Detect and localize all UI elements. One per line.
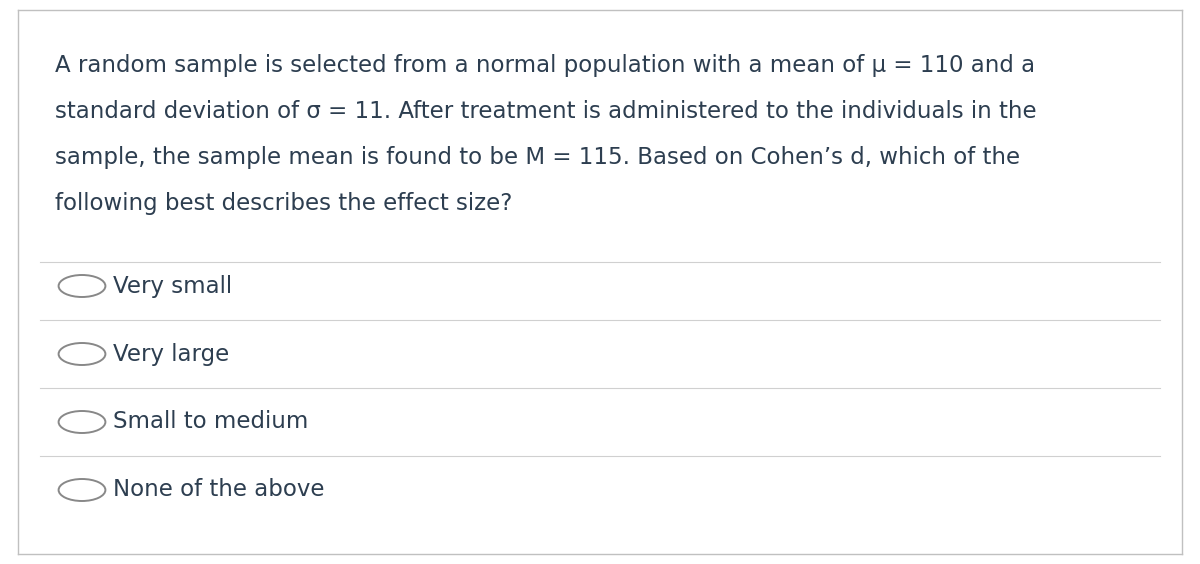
- Text: Small to medium: Small to medium: [113, 411, 308, 434]
- Text: Very large: Very large: [113, 342, 229, 365]
- Text: A random sample is selected from a normal population with a mean of μ = 110 and : A random sample is selected from a norma…: [55, 54, 1036, 77]
- Text: following best describes the effect size?: following best describes the effect size…: [55, 192, 512, 215]
- Ellipse shape: [59, 479, 106, 501]
- Text: sample, the sample mean is found to be M = 115. Based on Cohen’s d, which of the: sample, the sample mean is found to be M…: [55, 146, 1020, 169]
- Ellipse shape: [59, 343, 106, 365]
- Text: None of the above: None of the above: [113, 478, 324, 501]
- Text: Very small: Very small: [113, 275, 232, 297]
- Text: standard deviation of σ = 11. After treatment is administered to the individuals: standard deviation of σ = 11. After trea…: [55, 100, 1037, 123]
- Ellipse shape: [59, 275, 106, 297]
- Ellipse shape: [59, 411, 106, 433]
